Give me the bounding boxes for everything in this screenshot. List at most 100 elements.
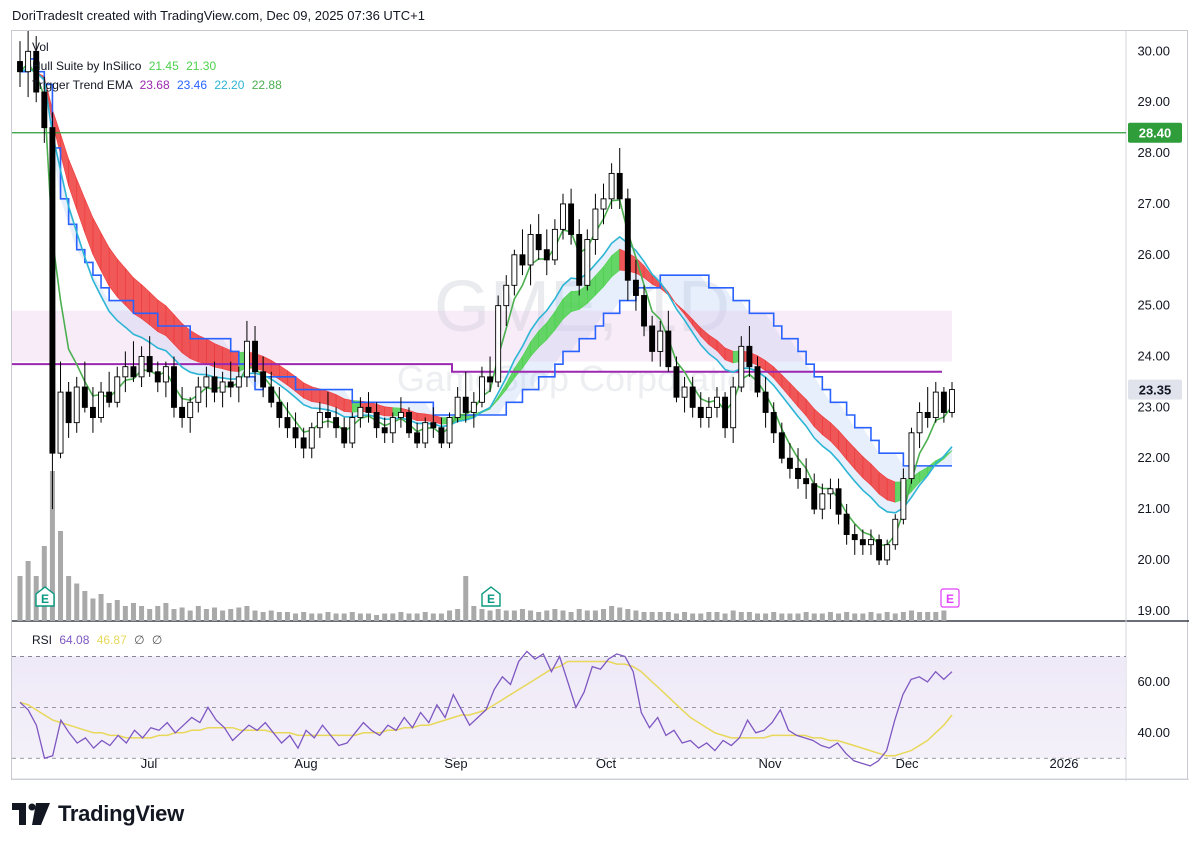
volume-bar xyxy=(908,610,914,621)
volume-bar xyxy=(746,612,752,621)
candle-body xyxy=(770,412,777,434)
candle-body xyxy=(868,539,874,546)
volume-bar xyxy=(617,607,623,621)
candle-body xyxy=(641,295,647,327)
candle-body xyxy=(714,396,720,408)
candle-body xyxy=(746,345,753,368)
candle-body xyxy=(932,391,939,419)
resistance-price-tag xyxy=(1128,122,1182,143)
legend-hull-name: Hull Suite by InSilico xyxy=(32,59,142,73)
volume-bar xyxy=(268,610,274,621)
earnings-marker-label: E xyxy=(41,592,49,606)
hull-band-segment xyxy=(68,158,78,210)
hull-band-segment xyxy=(108,246,118,298)
volume-bar xyxy=(455,609,461,621)
hull-band-segment xyxy=(319,388,329,405)
hull-band-segment xyxy=(149,291,159,333)
chart-canvas[interactable]: GME, 1D GameStop Corporation 30.0029.002… xyxy=(12,31,1189,781)
price-tick-label: 27.00 xyxy=(1137,196,1170,211)
time-axis[interactable]: Jul Aug Sep Oct Nov Dec 2026 xyxy=(141,756,1079,771)
rsi-pane[interactable]: 60.00 40.00 xyxy=(12,650,1170,767)
hull-band-segment xyxy=(424,413,434,423)
volume-bar xyxy=(349,612,355,621)
volume-bar xyxy=(576,609,582,621)
volume-bar xyxy=(544,610,550,621)
legend-hull[interactable]: Hull Suite by InSilico 21.45 21.30 xyxy=(32,59,216,73)
price-tick-label: 30.00 xyxy=(1137,43,1170,58)
legend-hull-v2: 21.30 xyxy=(186,59,217,73)
time-tick-label: Nov xyxy=(758,756,782,771)
volume-bar xyxy=(374,615,380,621)
candle-body xyxy=(203,376,210,388)
volume-bar xyxy=(414,613,420,621)
volume-bar xyxy=(163,603,169,621)
hull-band-segment xyxy=(92,217,102,271)
volume-bar xyxy=(139,606,145,621)
candle-body xyxy=(778,432,785,459)
chart-frame[interactable]: GME, 1D GameStop Corporation 30.00 29.00 2… xyxy=(11,30,1189,781)
rsi-tick-label: 40.00 xyxy=(1137,725,1170,740)
candle-body xyxy=(568,203,575,235)
candle-body xyxy=(924,412,931,419)
chart-header: DoriTradesIt created with TradingView.co… xyxy=(12,8,425,23)
candle-body xyxy=(624,198,631,281)
volume-bar xyxy=(536,612,542,621)
legend-trigger-v3: 22.20 xyxy=(214,78,245,92)
volume-bar xyxy=(657,612,663,621)
price-axis[interactable]: 30.00 29.00 28.00 27.00 26.00 25.00 24.00 23.00… xyxy=(1128,43,1182,618)
candle-body xyxy=(243,340,250,378)
tradingview-logo[interactable]: TradingView xyxy=(12,800,184,828)
hull-band-segment xyxy=(384,406,394,417)
candle-body xyxy=(65,391,72,424)
volume-bar xyxy=(301,612,307,621)
volume-bar xyxy=(463,576,469,621)
volume-bar xyxy=(365,613,371,621)
hull-band-segment xyxy=(133,277,142,320)
time-tick-label: Sep xyxy=(444,756,467,771)
volume-bar xyxy=(552,609,558,621)
candle-body xyxy=(762,391,769,413)
candle-body xyxy=(673,366,680,398)
trigger-level-line xyxy=(12,363,942,373)
volume-bar xyxy=(827,612,833,621)
legend-rsi[interactable]: RSI 64.08 46.87 ∅ ∅ xyxy=(32,633,162,647)
volume-bar xyxy=(560,610,566,621)
candle-body xyxy=(940,391,947,413)
candlestick-series xyxy=(17,31,955,566)
earnings-marker xyxy=(481,586,501,607)
legend-vol[interactable]: Vol xyxy=(32,40,49,54)
volume-bar xyxy=(803,612,809,621)
volume-bar xyxy=(179,607,185,621)
candle-body xyxy=(697,406,704,419)
earnings-marker-label: E xyxy=(487,592,495,606)
volume-bar xyxy=(738,612,744,621)
candle-body xyxy=(41,91,48,129)
volume-bar xyxy=(260,612,266,621)
volume-bars xyxy=(17,471,947,621)
candle-body xyxy=(381,427,388,434)
volume-bar xyxy=(114,600,120,621)
candle-body xyxy=(600,198,607,210)
time-tick-label: Dec xyxy=(895,756,919,771)
volume-bar xyxy=(58,531,64,621)
volume-bar xyxy=(495,609,501,621)
volume-bar xyxy=(422,612,428,621)
candle-body xyxy=(884,544,891,561)
volume-bar xyxy=(633,610,639,621)
volume-bar xyxy=(430,613,436,621)
candle-body xyxy=(195,386,202,403)
candle-body xyxy=(422,422,429,444)
volume-bar xyxy=(41,546,47,621)
candle-body xyxy=(171,366,177,408)
candle-body xyxy=(495,305,502,383)
candle-body xyxy=(260,371,267,388)
volume-bar xyxy=(390,613,396,621)
candle-body xyxy=(146,356,153,373)
candle-body xyxy=(551,228,558,261)
price-tick-label: 23.00 xyxy=(1137,399,1170,414)
volume-bar xyxy=(852,613,858,621)
candle-body xyxy=(478,376,485,403)
legend-trigger[interactable]: Trigger Trend EMA 23.68 23.46 22.20 22.8… xyxy=(32,78,282,92)
volume-bar xyxy=(933,612,939,621)
candle-body xyxy=(632,279,639,296)
